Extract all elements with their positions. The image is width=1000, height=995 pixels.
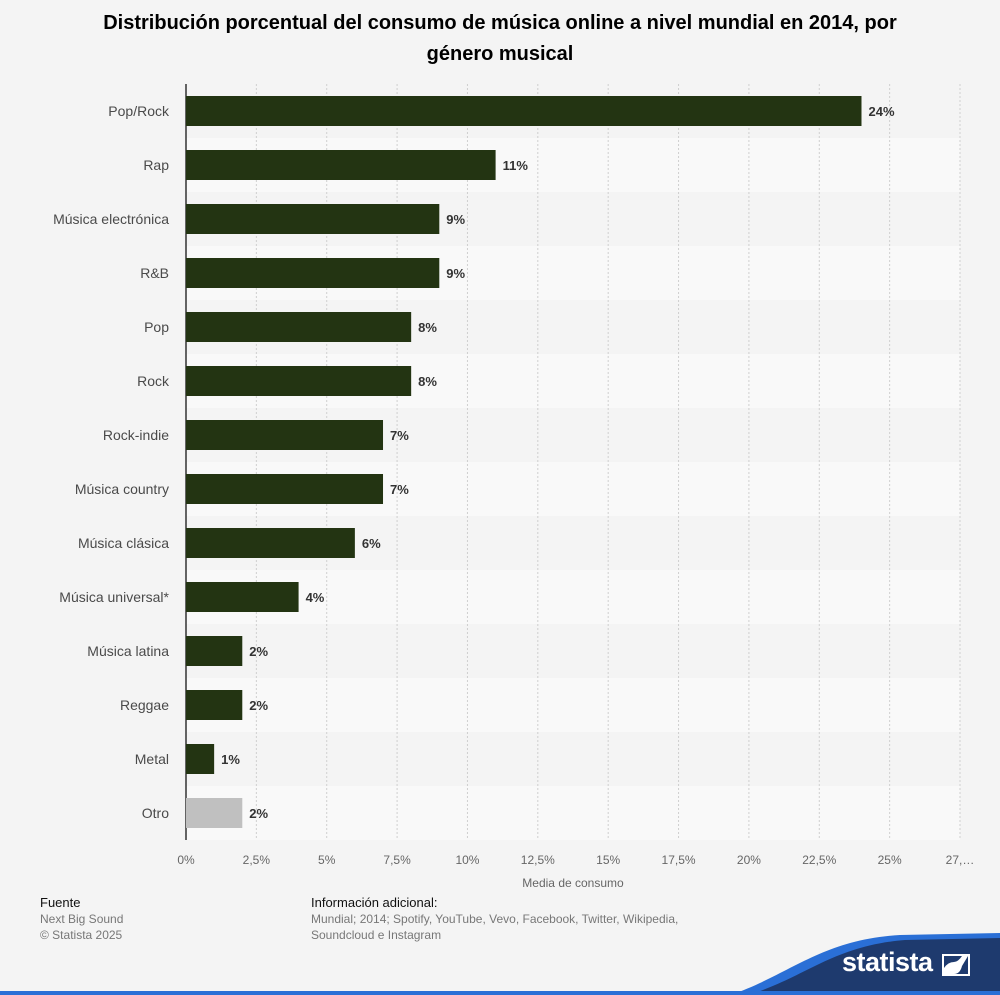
row-band	[186, 732, 960, 786]
category-label: Música electrónica	[53, 211, 169, 227]
x-tick-label: 17,5%	[662, 853, 696, 867]
category-label: Pop	[144, 319, 169, 335]
bar[interactable]	[186, 582, 299, 612]
category-label: Reggae	[120, 697, 169, 713]
x-tick-label: 0%	[177, 853, 195, 867]
category-label: R&B	[140, 265, 169, 281]
category-label: Rock-indie	[103, 427, 169, 443]
category-label: Otro	[142, 805, 169, 821]
x-tick-label: 2,5%	[243, 853, 271, 867]
x-tick-label: 12,5%	[521, 853, 555, 867]
info-heading: Información adicional:	[311, 895, 438, 910]
x-tick-label: 25%	[878, 853, 902, 867]
bar[interactable]	[186, 636, 243, 666]
x-tick-label: 27,…	[946, 853, 975, 867]
value-label: 11%	[503, 158, 529, 173]
value-label: 1%	[221, 752, 240, 767]
row-band	[186, 786, 960, 840]
value-label: 9%	[446, 266, 465, 281]
x-tick-label: 5%	[318, 853, 336, 867]
source-name[interactable]: Next Big Sound	[40, 912, 124, 926]
source-block: Fuente Next Big Sound © Statista 2025	[40, 895, 123, 943]
chart-title: Distribución porcentual del consumo de m…	[103, 12, 897, 65]
x-tick-label: 15%	[596, 853, 620, 867]
value-label: 7%	[390, 482, 409, 497]
x-tick-label: 7,5%	[383, 853, 411, 867]
category-label: Música universal*	[59, 589, 169, 605]
bar[interactable]	[186, 798, 243, 828]
x-tick-label: 22,5%	[802, 853, 836, 867]
category-label: Rock	[137, 373, 170, 389]
category-label: Música country	[75, 481, 169, 497]
bar[interactable]	[186, 204, 440, 234]
value-label: 2%	[249, 644, 268, 659]
statista-logo[interactable]: statista	[842, 947, 933, 977]
value-label: 2%	[249, 698, 268, 713]
category-label: Música clásica	[78, 535, 169, 551]
info-text: Mundial; 2014; Spotify, YouTube, Vevo, F…	[311, 912, 679, 942]
category-label: Pop/Rock	[108, 103, 170, 119]
row-band	[186, 624, 960, 678]
category-label: Metal	[135, 751, 169, 767]
category-label: Música latina	[87, 643, 169, 659]
x-tick-label: 10%	[455, 853, 479, 867]
value-label: 8%	[418, 320, 437, 335]
value-label: 4%	[306, 590, 325, 605]
value-label: 9%	[446, 212, 465, 227]
bar[interactable]	[186, 366, 412, 396]
bar[interactable]	[186, 474, 384, 504]
bar[interactable]	[186, 744, 215, 774]
category-label: Rap	[143, 157, 169, 173]
bar[interactable]	[186, 420, 384, 450]
value-label: 8%	[418, 374, 437, 389]
bar-chart: Pop/Rock 24% Rap 11% Música electrónica 9% R&B…	[53, 84, 975, 890]
value-label: 6%	[362, 536, 381, 551]
bar[interactable]	[186, 258, 440, 288]
value-label: 7%	[390, 428, 409, 443]
source-heading: Fuente	[40, 895, 81, 910]
row-band	[186, 570, 960, 624]
bar[interactable]	[186, 96, 862, 126]
row-band	[186, 678, 960, 732]
value-label: 2%	[249, 806, 268, 821]
bar[interactable]	[186, 690, 243, 720]
x-tick-label: 20%	[737, 853, 761, 867]
statista-logo-icon	[942, 954, 970, 976]
x-axis-title: Media de consumo	[522, 876, 624, 890]
bar[interactable]	[186, 312, 412, 342]
copyright: © Statista 2025	[40, 928, 123, 942]
bar[interactable]	[186, 150, 496, 180]
bar[interactable]	[186, 528, 355, 558]
value-label: 24%	[868, 104, 894, 119]
additional-info-block: Información adicional: Mundial; 2014; Sp…	[311, 895, 731, 943]
